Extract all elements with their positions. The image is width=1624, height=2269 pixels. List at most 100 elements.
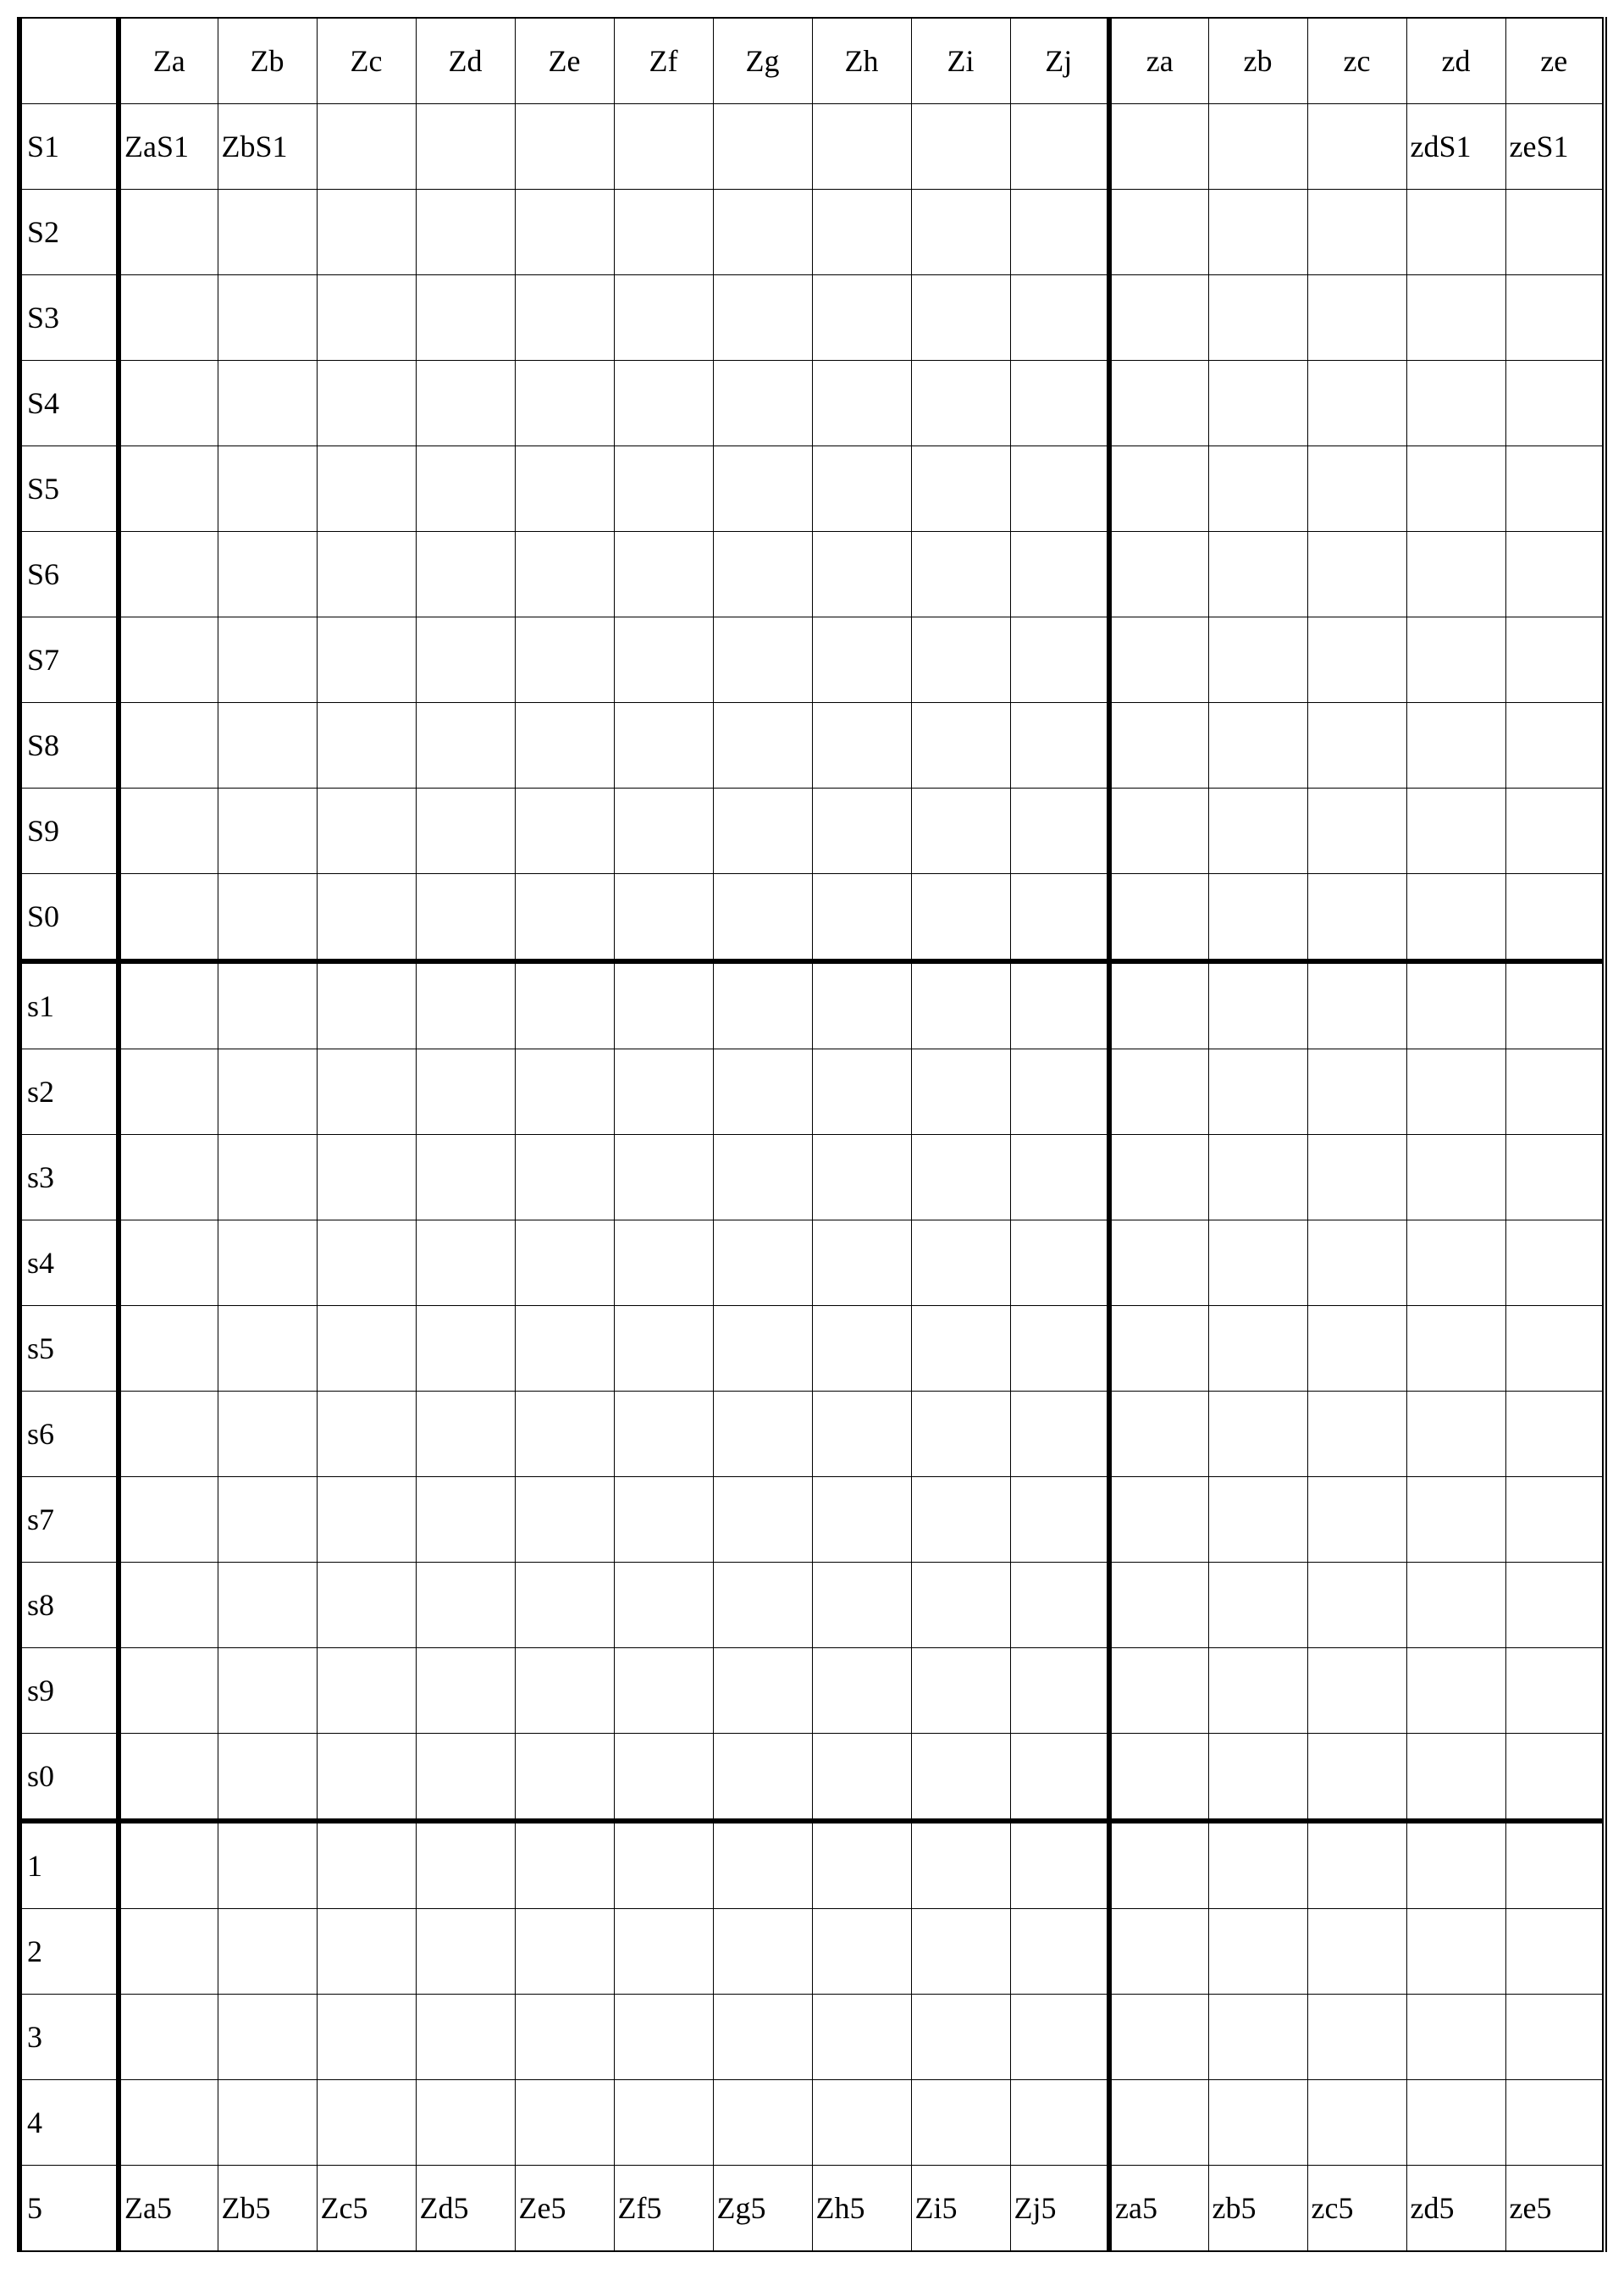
cell bbox=[812, 789, 911, 874]
cell bbox=[1307, 874, 1406, 962]
cell bbox=[317, 1049, 416, 1135]
cell bbox=[1109, 1563, 1208, 1648]
cell bbox=[1208, 1049, 1307, 1135]
cell bbox=[317, 1563, 416, 1648]
cell bbox=[1010, 617, 1109, 703]
row-header: S1 bbox=[19, 104, 119, 190]
table-row: S8 bbox=[19, 703, 1605, 789]
column-header: zc bbox=[1307, 18, 1406, 104]
cell bbox=[1109, 1392, 1208, 1477]
cell bbox=[812, 446, 911, 532]
cell bbox=[1505, 1392, 1605, 1477]
table-row: 2 bbox=[19, 1909, 1605, 1995]
cell bbox=[515, 1909, 614, 1995]
cell bbox=[812, 1648, 911, 1734]
cell bbox=[515, 361, 614, 446]
cell bbox=[1307, 446, 1406, 532]
cell bbox=[515, 275, 614, 361]
cell bbox=[218, 1392, 317, 1477]
cell bbox=[515, 617, 614, 703]
cell bbox=[218, 275, 317, 361]
cell bbox=[812, 617, 911, 703]
column-header: zb bbox=[1208, 18, 1307, 104]
cell bbox=[812, 1821, 911, 1909]
cell bbox=[515, 874, 614, 962]
row-header: s8 bbox=[19, 1563, 119, 1648]
cell bbox=[1208, 532, 1307, 617]
cell bbox=[1208, 1135, 1307, 1220]
cell bbox=[515, 703, 614, 789]
cell bbox=[1010, 532, 1109, 617]
cell bbox=[1307, 190, 1406, 275]
cell bbox=[1010, 446, 1109, 532]
row-header: S2 bbox=[19, 190, 119, 275]
cell bbox=[1505, 789, 1605, 874]
cell bbox=[1505, 617, 1605, 703]
cell bbox=[812, 1135, 911, 1220]
cell bbox=[614, 961, 713, 1049]
cell bbox=[713, 1135, 812, 1220]
cell bbox=[1505, 1220, 1605, 1306]
cell bbox=[317, 104, 416, 190]
column-header: Zg bbox=[713, 18, 812, 104]
row-header: s5 bbox=[19, 1306, 119, 1392]
cell bbox=[119, 275, 218, 361]
column-header: Zc bbox=[317, 18, 416, 104]
cell bbox=[713, 1049, 812, 1135]
cell: zdS1 bbox=[1406, 104, 1505, 190]
cell bbox=[317, 1734, 416, 1822]
cell bbox=[416, 1135, 515, 1220]
cell bbox=[713, 532, 812, 617]
cell bbox=[416, 617, 515, 703]
row-header: s7 bbox=[19, 1477, 119, 1563]
table-row: S2 bbox=[19, 190, 1605, 275]
cell bbox=[1109, 961, 1208, 1049]
cell bbox=[1406, 190, 1505, 275]
cell bbox=[1010, 1220, 1109, 1306]
cell bbox=[1307, 961, 1406, 1049]
row-header: S7 bbox=[19, 617, 119, 703]
cell bbox=[119, 874, 218, 962]
column-header: Zf bbox=[614, 18, 713, 104]
cell bbox=[119, 1995, 218, 2080]
cell bbox=[614, 1563, 713, 1648]
row-header: s6 bbox=[19, 1392, 119, 1477]
cell bbox=[911, 2080, 1010, 2166]
cell bbox=[317, 1909, 416, 1995]
row-header: S8 bbox=[19, 703, 119, 789]
cell bbox=[1010, 104, 1109, 190]
cell bbox=[1307, 1909, 1406, 1995]
cell: zb5 bbox=[1208, 2166, 1307, 2252]
column-header: Zi bbox=[911, 18, 1010, 104]
cell bbox=[119, 446, 218, 532]
cell bbox=[812, 1563, 911, 1648]
cell bbox=[119, 1135, 218, 1220]
cell bbox=[119, 361, 218, 446]
cell bbox=[119, 1563, 218, 1648]
cell bbox=[1505, 1821, 1605, 1909]
cell bbox=[1109, 1821, 1208, 1909]
cell bbox=[713, 1995, 812, 2080]
cell bbox=[1109, 703, 1208, 789]
column-header: Zd bbox=[416, 18, 515, 104]
cell bbox=[1109, 361, 1208, 446]
table-row: s6 bbox=[19, 1392, 1605, 1477]
cell bbox=[1406, 1220, 1505, 1306]
column-header: Zb bbox=[218, 18, 317, 104]
cell bbox=[515, 1306, 614, 1392]
cell bbox=[911, 361, 1010, 446]
cell bbox=[416, 1392, 515, 1477]
cell bbox=[1208, 1821, 1307, 1909]
cell bbox=[911, 532, 1010, 617]
cell bbox=[614, 789, 713, 874]
cell bbox=[1208, 1392, 1307, 1477]
cell bbox=[218, 1563, 317, 1648]
cell bbox=[911, 190, 1010, 275]
cell bbox=[119, 1648, 218, 1734]
cell bbox=[515, 1049, 614, 1135]
cell bbox=[119, 2080, 218, 2166]
cell bbox=[713, 874, 812, 962]
cell bbox=[317, 1220, 416, 1306]
cell bbox=[713, 1821, 812, 1909]
cell bbox=[812, 1392, 911, 1477]
